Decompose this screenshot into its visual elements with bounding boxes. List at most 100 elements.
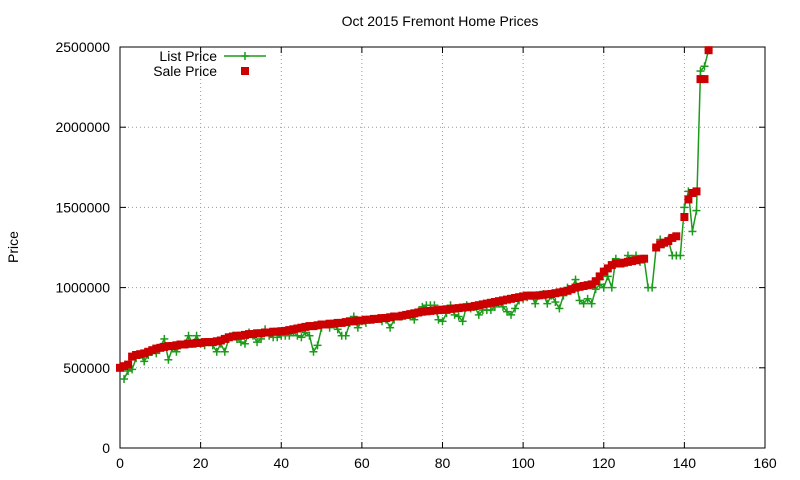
y-tick-label: 2500000: [55, 39, 110, 55]
list-price-point: [164, 355, 173, 364]
sale-price-point: [583, 281, 592, 290]
sale-price-point: [672, 232, 681, 241]
sale-price-point: [623, 257, 632, 266]
list-price-point: [297, 333, 306, 342]
x-tick-label: 160: [753, 455, 777, 471]
list-price-point: [458, 317, 467, 326]
x-tick-label: 120: [592, 455, 616, 471]
y-tick-label: 1000000: [55, 280, 110, 296]
sale-price-point: [494, 297, 503, 306]
sale-price-point: [442, 305, 451, 314]
sale-price-point: [273, 327, 282, 336]
sale-price-point: [289, 325, 298, 334]
list-price-point: [353, 323, 362, 332]
legend-marker-sale-price: [241, 67, 249, 75]
sale-price-point: [160, 342, 169, 351]
sale-price-point: [595, 272, 604, 281]
x-tick-label: 60: [354, 455, 370, 471]
sale-price-point: [531, 291, 540, 300]
series-list-price: [120, 46, 713, 384]
list-price-point: [313, 341, 322, 350]
sale-price-point: [301, 322, 310, 331]
list-price-point: [692, 206, 701, 215]
list-price-point: [503, 307, 511, 316]
list-price-point: [696, 67, 705, 76]
list-price-point: [587, 299, 596, 308]
y-axis-label: Price: [5, 231, 21, 263]
list-price-point: [140, 357, 149, 366]
list-price-point: [160, 334, 169, 343]
sale-price-point: [236, 331, 245, 340]
list-price-point: [212, 347, 221, 356]
list-price-point: [676, 251, 685, 260]
list-price-point: [120, 375, 129, 384]
list-price-point: [454, 312, 463, 321]
sale-price-point: [120, 362, 128, 371]
sale-price-point: [684, 195, 693, 204]
sale-price-point: [547, 290, 556, 298]
list-price-point: [571, 275, 580, 284]
list-price-point: [309, 347, 318, 356]
list-price-point: [680, 203, 689, 212]
sale-price-point: [337, 318, 346, 327]
x-tick-label: 100: [511, 455, 535, 471]
list-price-point: [434, 315, 443, 324]
sale-price-point: [640, 254, 649, 263]
list-price-line: [123, 50, 710, 380]
list-price-point: [688, 227, 697, 236]
sale-price-point: [144, 347, 153, 356]
sale-price-point: [378, 314, 386, 323]
legend-label-list-price: List Price: [159, 48, 217, 64]
sale-price-point: [172, 341, 181, 350]
sale-price-point: [636, 255, 644, 264]
list-price-point: [583, 294, 592, 303]
list-price-point: [543, 299, 552, 308]
x-tick-label: 140: [673, 455, 697, 471]
sale-price-point: [418, 307, 427, 316]
list-price-point: [648, 283, 657, 292]
legend: List Price Sale Price: [153, 48, 266, 79]
sale-price-point: [591, 277, 600, 286]
sale-price-point: [184, 339, 193, 348]
sale-price-point: [132, 351, 141, 359]
x-tick-label: 40: [273, 455, 289, 471]
sale-price-point: [559, 287, 568, 296]
list-price-point: [305, 331, 314, 340]
y-tick-label: 1500000: [55, 199, 110, 215]
sale-price-point: [680, 213, 689, 221]
sale-price-point: [124, 360, 133, 369]
sale-price-point: [196, 338, 205, 347]
y-ticks: 0 500000 1000000 1500000 2000000 2500000: [55, 39, 765, 456]
sale-price-point: [571, 283, 580, 292]
list-price-point: [507, 310, 516, 319]
list-price-point: [486, 306, 495, 315]
sale-price-point: [688, 189, 697, 197]
y-tick-label: 0: [102, 440, 110, 456]
sale-price-point: [704, 46, 713, 55]
list-price-point: [184, 331, 193, 340]
sale-price-point: [402, 310, 411, 319]
legend-label-sale-price: Sale Price: [153, 63, 217, 79]
list-price-point: [555, 304, 564, 313]
list-price-point: [220, 347, 229, 356]
chart-title: Oct 2015 Fremont Home Prices: [342, 13, 539, 29]
x-tick-label: 20: [193, 455, 209, 471]
list-price-point: [579, 299, 588, 308]
sale-price-point: [365, 315, 374, 324]
sale-price-point: [208, 338, 217, 347]
list-price-point: [438, 317, 447, 326]
list-price-point: [192, 331, 201, 340]
sale-price-point: [519, 292, 528, 301]
list-price-point: [511, 304, 520, 313]
sale-price-point: [353, 316, 362, 325]
x-tick-label: 0: [116, 455, 124, 471]
sale-price-point: [390, 312, 399, 321]
list-price-point: [341, 331, 350, 340]
list-price-point: [551, 298, 560, 307]
series-sale-price: [116, 46, 713, 372]
sale-price-point: [466, 302, 475, 311]
sale-price-point: [611, 259, 620, 268]
list-price-point: [700, 62, 709, 71]
sale-price-point: [482, 299, 491, 308]
